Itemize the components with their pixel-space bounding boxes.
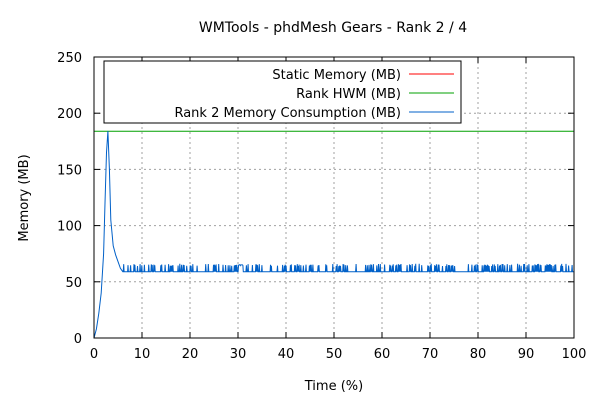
y-tick-label: 150 [57,163,82,178]
y-axis-label: Memory (MB) [17,154,32,241]
x-tick-label: 10 [134,347,151,362]
x-tick-label: 40 [278,347,295,362]
x-tick-label: 50 [326,347,343,362]
x-tick-label: 80 [470,347,487,362]
x-axis-label: Time (%) [304,379,363,394]
legend-box [103,60,462,124]
x-tick-label: 100 [562,347,587,362]
y-tick-label: 100 [57,220,82,235]
legend-label: Static Memory (MB) [272,68,401,83]
y-tick-label: 50 [65,276,82,291]
x-tick-label: 70 [422,347,439,362]
legend-label: Rank HWM (MB) [296,87,401,102]
x-tick-label: 0 [90,347,98,362]
series-2-line [93,131,575,339]
x-tick-label: 90 [518,347,535,362]
x-tick-label: 20 [182,347,199,362]
x-tick-label: 30 [230,347,247,362]
legend-label: Rank 2 Memory Consumption (MB) [174,106,401,121]
y-tick-label: 250 [57,51,82,66]
y-tick-label: 0 [74,332,82,347]
x-tick-label: 60 [374,347,391,362]
chart-title: WMTools - phdMesh Gears - Rank 2 / 4 [199,20,467,36]
y-tick-label: 200 [57,107,82,122]
series-layer [93,130,575,339]
ticks: 0 10 20 30 40 50 60 70 80 90 100 0 50 100 150 200 250 [57,51,586,362]
legend: Static Memory (MB) Rank HWM (MB) Rank 2 Me… [103,60,462,124]
